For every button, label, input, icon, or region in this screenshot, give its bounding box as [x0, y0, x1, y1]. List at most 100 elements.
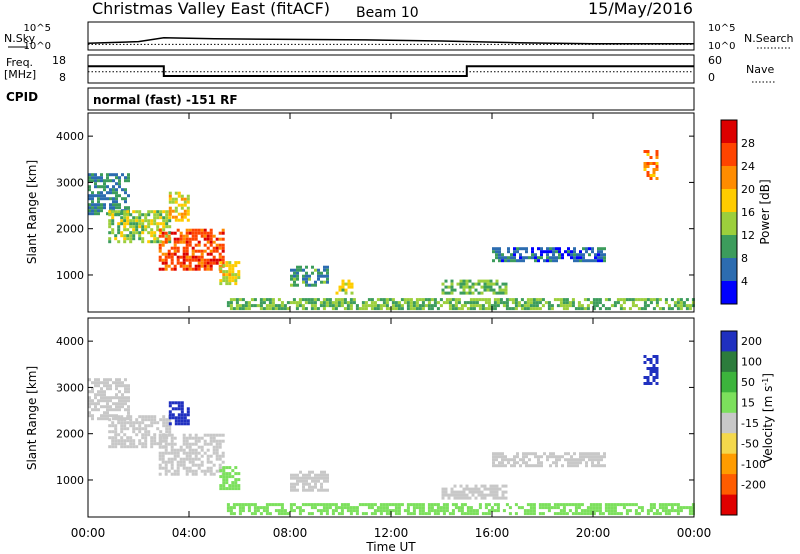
velocity-cell	[483, 484, 487, 488]
power-cell	[462, 291, 466, 295]
power-cell	[540, 253, 543, 257]
velocity-cell	[144, 430, 148, 434]
power-y-axis-label: Slant Range [km]	[25, 160, 39, 264]
velocity-cell	[115, 384, 118, 388]
velocity-cell	[100, 393, 103, 397]
velocity-cell	[299, 476, 302, 480]
velocity-cell	[206, 442, 210, 446]
power-cell	[619, 298, 623, 302]
power-cell	[262, 307, 266, 311]
velocity-cell	[182, 433, 186, 437]
power-cell	[209, 237, 213, 241]
power-cell	[513, 259, 516, 263]
power-cell	[222, 279, 226, 283]
power-cell	[576, 253, 579, 257]
power-cell	[108, 231, 112, 235]
time-tick-label: 04:00	[172, 526, 207, 540]
power-cell	[538, 301, 542, 305]
power-cell	[237, 270, 241, 274]
power-cell	[147, 240, 151, 244]
velocity-cell	[177, 404, 181, 408]
velocity-cell	[253, 503, 257, 507]
velocity-cell	[310, 503, 314, 507]
velocity-cell	[649, 509, 653, 513]
power-cell	[97, 206, 100, 210]
power-cell	[109, 191, 112, 195]
power-cell	[274, 304, 278, 308]
power-cell	[167, 249, 171, 253]
power-cell	[567, 250, 570, 254]
power-cell	[188, 237, 192, 241]
power-cell	[409, 301, 413, 305]
velocity-cell	[325, 506, 329, 510]
velocity-cell	[397, 506, 401, 510]
power-cell	[531, 256, 534, 260]
power-cell	[161, 258, 165, 262]
velocity-cell	[523, 509, 527, 513]
velocity-cell	[501, 496, 505, 500]
power-cell	[156, 237, 160, 241]
power-cell	[313, 304, 317, 308]
velocity-cell	[289, 509, 293, 513]
velocity-cell	[514, 503, 518, 507]
power-cell	[219, 261, 223, 265]
power-cell	[317, 274, 320, 278]
power-cell	[167, 234, 171, 238]
power-cell	[206, 267, 210, 271]
velocity-cell	[562, 509, 566, 513]
velocity-cell	[326, 476, 329, 480]
velocity-cell	[256, 509, 260, 513]
power-cell	[313, 298, 317, 302]
power-cell	[394, 307, 398, 311]
power-cell	[448, 304, 452, 308]
power-cell	[471, 282, 475, 286]
velocity-cell	[118, 405, 121, 409]
power-cell	[652, 171, 656, 174]
power-cell	[234, 273, 238, 277]
power-cell	[451, 304, 455, 308]
power-cell	[334, 301, 338, 305]
power-cell	[180, 212, 184, 216]
power-cell	[496, 298, 500, 302]
power-cell	[197, 228, 201, 232]
velocity-cell	[180, 419, 184, 423]
velocity-cell	[442, 509, 446, 513]
velocity-cell	[238, 509, 242, 513]
power-cell	[427, 301, 431, 305]
colorbar-tick-label: 24	[741, 160, 755, 173]
velocity-cell	[556, 512, 560, 516]
power-cell	[553, 298, 557, 302]
power-cell	[209, 261, 213, 265]
velocity-cell	[215, 433, 219, 437]
velocity-cell	[465, 484, 469, 488]
velocity-cell	[156, 427, 160, 431]
power-cell	[511, 301, 515, 305]
velocity-cell	[495, 458, 498, 462]
velocity-cell	[585, 452, 588, 456]
power-cell	[558, 247, 561, 251]
velocity-cell	[231, 487, 235, 491]
power-cell	[498, 247, 501, 251]
velocity-cell	[649, 506, 653, 510]
velocity-cell	[576, 461, 579, 465]
velocity-cell	[492, 493, 496, 497]
colorbar-tick-label: 20	[741, 183, 755, 196]
power-cell	[561, 256, 564, 260]
velocity-cell	[364, 512, 368, 516]
velocity-cell	[655, 358, 659, 361]
power-cell	[307, 301, 311, 305]
power-cell	[185, 243, 189, 247]
power-cell	[180, 194, 184, 198]
power-cell	[290, 274, 293, 278]
power-cell	[304, 307, 308, 311]
power-cell	[480, 279, 484, 283]
velocity-cell	[103, 378, 106, 382]
power-cell	[283, 304, 287, 308]
velocity-cell	[451, 509, 455, 513]
velocity-cell	[114, 433, 118, 437]
power-cell	[441, 291, 445, 295]
power-cell	[164, 252, 168, 256]
velocity-cell	[225, 475, 229, 479]
velocity-cell	[144, 439, 148, 443]
